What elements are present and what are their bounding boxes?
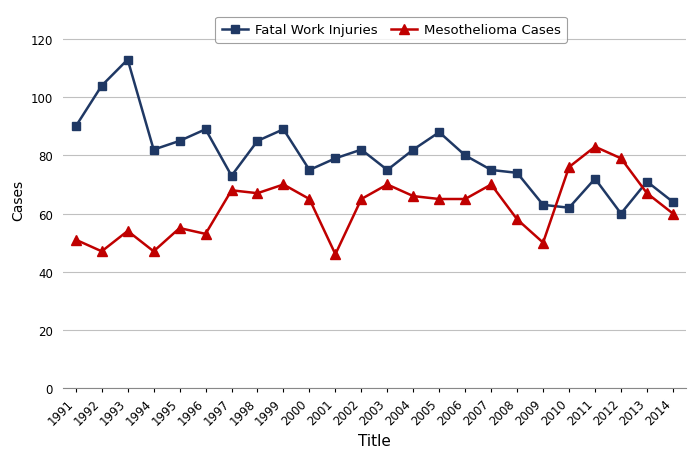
- Mesothelioma Cases: [253, 191, 261, 196]
- Mesothelioma Cases: [591, 145, 599, 150]
- Fatal Work Injuries: [539, 202, 547, 208]
- Fatal Work Injuries: [123, 58, 132, 63]
- Fatal Work Injuries: [176, 139, 184, 144]
- Fatal Work Injuries: [383, 168, 392, 174]
- Mesothelioma Cases: [487, 182, 496, 188]
- Fatal Work Injuries: [279, 127, 288, 133]
- Fatal Work Injuries: [487, 168, 496, 174]
- Fatal Work Injuries: [98, 84, 106, 89]
- X-axis label: Title: Title: [358, 433, 391, 448]
- Mesothelioma Cases: [409, 194, 418, 199]
- Mesothelioma Cases: [72, 237, 80, 243]
- Fatal Work Injuries: [201, 127, 210, 133]
- Fatal Work Injuries: [331, 156, 339, 162]
- Mesothelioma Cases: [461, 197, 469, 202]
- Mesothelioma Cases: [279, 182, 288, 188]
- Y-axis label: Cases: Cases: [11, 179, 25, 220]
- Mesothelioma Cases: [617, 156, 625, 162]
- Fatal Work Injuries: [668, 200, 677, 205]
- Mesothelioma Cases: [201, 232, 210, 237]
- Fatal Work Injuries: [565, 206, 573, 211]
- Fatal Work Injuries: [513, 171, 521, 176]
- Mesothelioma Cases: [539, 241, 547, 246]
- Fatal Work Injuries: [591, 177, 599, 182]
- Mesothelioma Cases: [227, 188, 236, 194]
- Fatal Work Injuries: [461, 153, 469, 159]
- Fatal Work Injuries: [435, 130, 443, 135]
- Fatal Work Injuries: [227, 174, 236, 179]
- Mesothelioma Cases: [98, 249, 106, 255]
- Fatal Work Injuries: [643, 179, 651, 185]
- Mesothelioma Cases: [435, 197, 443, 202]
- Mesothelioma Cases: [643, 191, 651, 196]
- Fatal Work Injuries: [357, 147, 365, 153]
- Legend: Fatal Work Injuries, Mesothelioma Cases: Fatal Work Injuries, Mesothelioma Cases: [215, 17, 567, 44]
- Fatal Work Injuries: [409, 147, 418, 153]
- Mesothelioma Cases: [305, 197, 314, 202]
- Mesothelioma Cases: [383, 182, 392, 188]
- Fatal Work Injuries: [149, 147, 158, 153]
- Fatal Work Injuries: [253, 139, 261, 144]
- Mesothelioma Cases: [331, 252, 339, 257]
- Mesothelioma Cases: [149, 249, 158, 255]
- Line: Fatal Work Injuries: Fatal Work Injuries: [72, 56, 677, 218]
- Mesothelioma Cases: [176, 226, 184, 231]
- Fatal Work Injuries: [617, 211, 625, 217]
- Fatal Work Injuries: [72, 124, 80, 130]
- Mesothelioma Cases: [357, 197, 365, 202]
- Fatal Work Injuries: [305, 168, 314, 174]
- Mesothelioma Cases: [513, 217, 521, 223]
- Mesothelioma Cases: [123, 229, 132, 234]
- Line: Mesothelioma Cases: Mesothelioma Cases: [71, 143, 677, 259]
- Mesothelioma Cases: [668, 211, 677, 217]
- Mesothelioma Cases: [565, 165, 573, 170]
